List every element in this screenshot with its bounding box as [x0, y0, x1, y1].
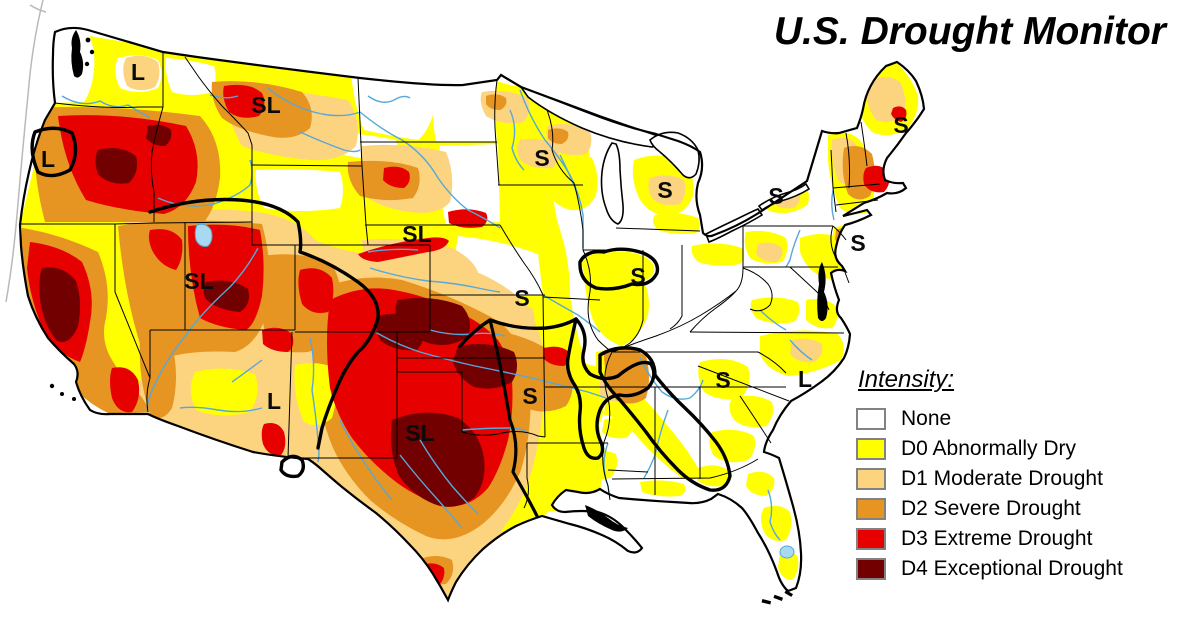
swatch-d0 — [856, 438, 886, 460]
page-title: U.S. Drought Monitor — [773, 10, 1166, 53]
map-label-l: L — [41, 146, 55, 172]
swatch-d1 — [856, 468, 886, 490]
swatch-d2 — [856, 498, 886, 520]
map-label-s: S — [768, 183, 783, 209]
puget-sound — [71, 30, 84, 78]
map-label-l: L — [131, 59, 145, 85]
map-label-s: S — [715, 367, 730, 393]
lake-okeechobee — [779, 545, 795, 559]
legend-row-d1: D1 Moderate Drought — [856, 464, 1176, 494]
legend-label-d3: D3 Extreme Drought — [901, 527, 1093, 550]
map-label-l: L — [798, 366, 812, 392]
legend-row-d4: D4 Exceptional Drought — [856, 554, 1176, 584]
legend-row-none: None — [856, 404, 1176, 434]
coastal-details — [49, 30, 828, 605]
chesapeake-bay — [817, 262, 828, 321]
drought-layers — [20, 30, 919, 600]
map-label-sl: SL — [184, 268, 213, 294]
legend-label-d2: D2 Severe Drought — [901, 497, 1081, 520]
legend-row-d3: D3 Extreme Drought — [856, 524, 1176, 554]
rivers — [61, 87, 835, 541]
map-label-sl: SL — [402, 221, 431, 247]
state-borders — [20, 52, 881, 509]
legend-label-d0: D0 Abnormally Dry — [901, 437, 1077, 460]
inland-lakes — [194, 223, 795, 559]
map-label-s: S — [893, 112, 908, 138]
lake-michigan — [600, 142, 624, 225]
legend-row-d2: D2 Severe Drought — [856, 494, 1176, 524]
map-label-s: S — [630, 263, 645, 289]
map-label-s: S — [534, 145, 549, 171]
legend-row-d0: D0 Abnormally Dry — [856, 434, 1176, 464]
map-label-s: S — [850, 230, 865, 256]
drought-region-outlines — [30, 126, 732, 518]
great-salt-lake — [194, 223, 213, 247]
swatch-d4 — [856, 558, 886, 580]
legend-label-d1: D1 Moderate Drought — [901, 467, 1103, 490]
map-label-l: L — [267, 388, 281, 414]
map-label-s: S — [514, 285, 529, 311]
mississippi-delta — [585, 505, 628, 532]
map-label-s: S — [657, 177, 672, 203]
map-label-sl: SL — [251, 92, 280, 118]
swatch-d3 — [856, 528, 886, 550]
legend-label-d4: D4 Exceptional Drought — [901, 557, 1123, 580]
legend-label-none: None — [901, 407, 952, 430]
map-label-sl: SL — [405, 420, 434, 446]
intensity-legend: Intensity: None D0 Abnormally Dry D1 Mod… — [856, 366, 1176, 584]
swatch-none — [856, 408, 886, 430]
map-label-s: S — [522, 383, 537, 409]
map-neatline — [5, 0, 47, 303]
legend-heading: Intensity: — [858, 366, 955, 393]
